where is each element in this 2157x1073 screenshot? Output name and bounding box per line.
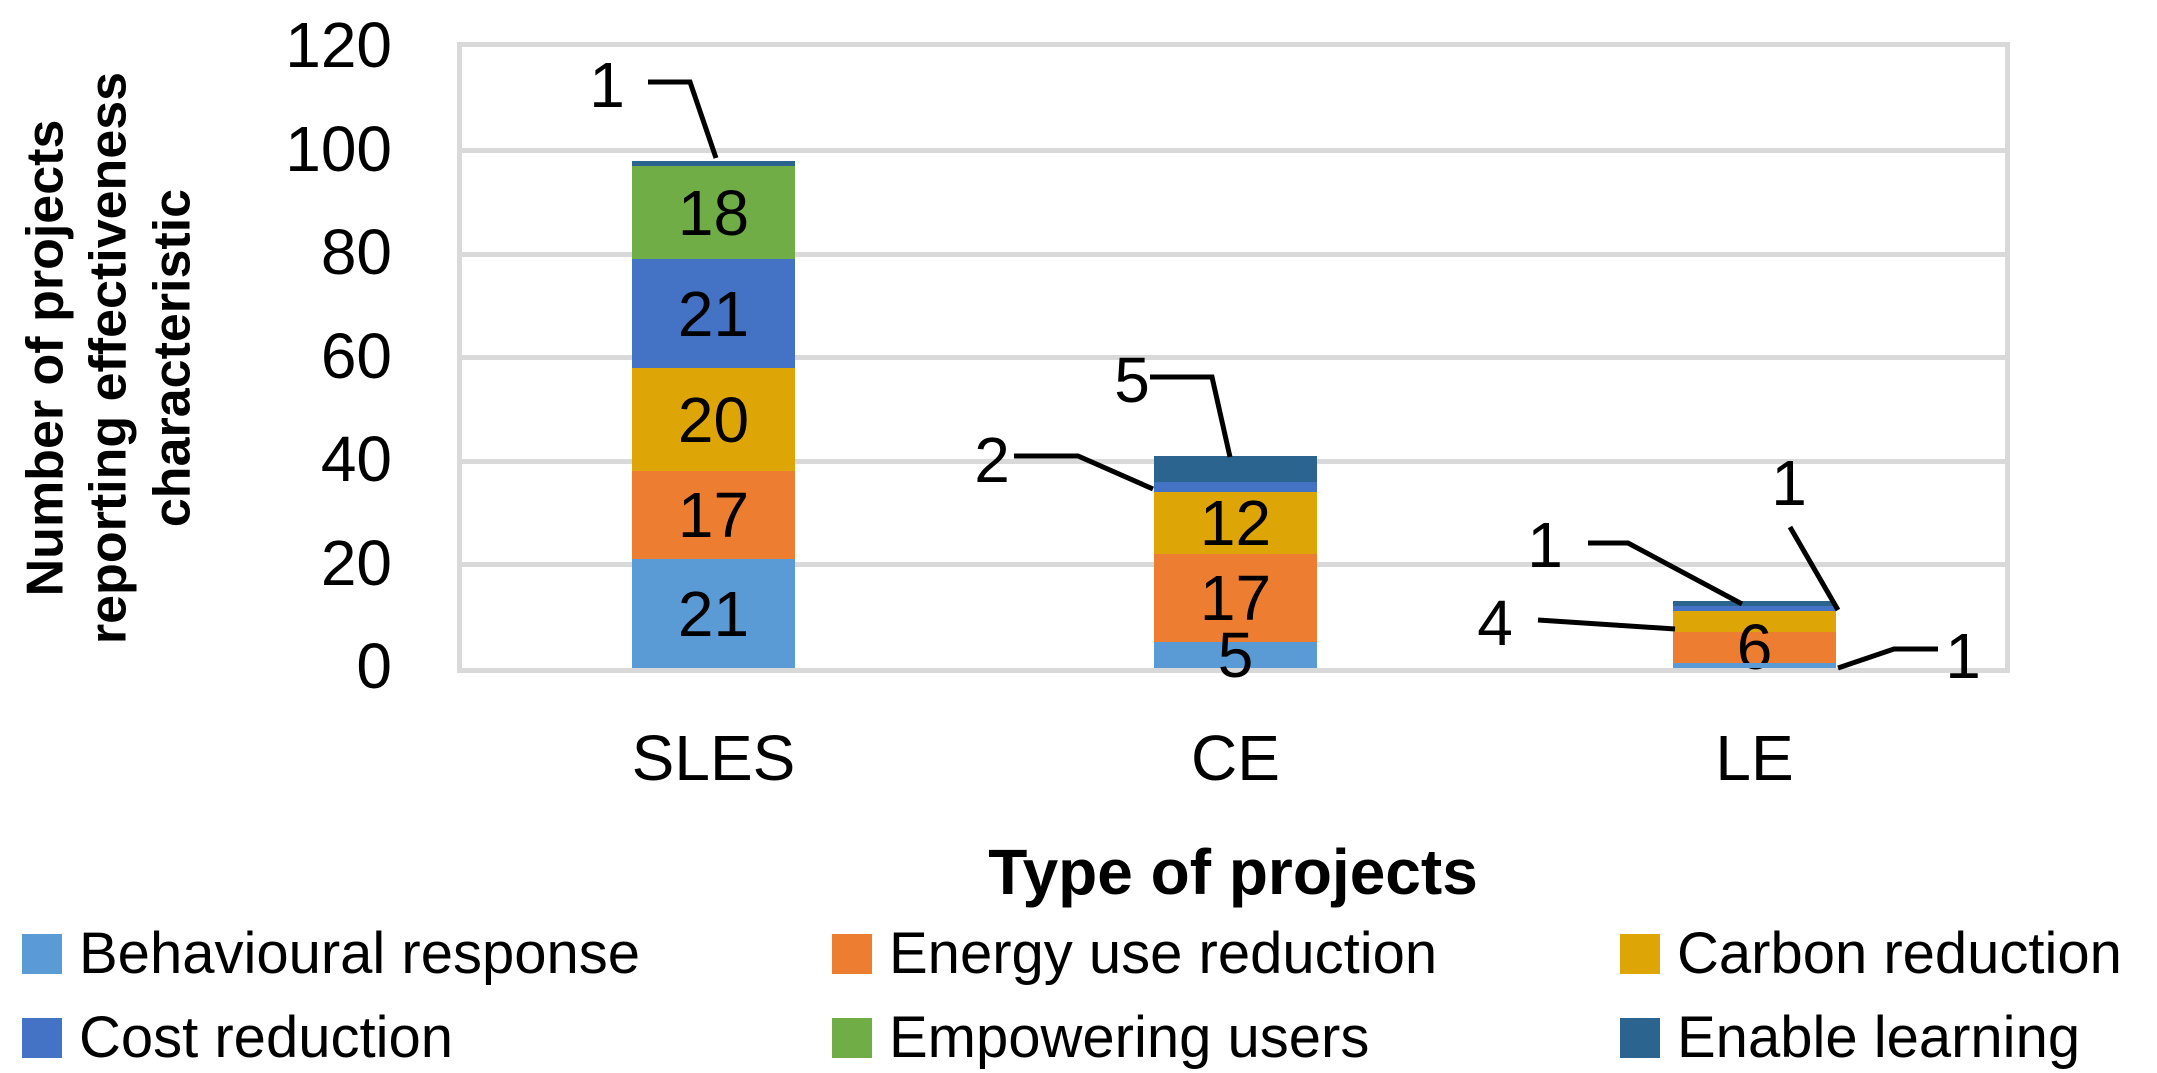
bar-segment: 6 (1673, 615, 1836, 679)
bar-segment (1673, 662, 1836, 668)
legend-label: Enable learning (1677, 1005, 2081, 1070)
gridline (462, 251, 2005, 257)
bar-segment: 21 (632, 259, 795, 368)
bar-segment (1673, 605, 1836, 612)
callout-data-label: 2 (974, 424, 1010, 496)
bar-segment (1673, 600, 1836, 606)
bar-segment: 21 (632, 559, 795, 668)
data-label: 12 (1199, 487, 1272, 560)
callout-data-label: 1 (1527, 509, 1563, 581)
bar-ce: 12 17 5 (1154, 455, 1317, 687)
bar-segment (1154, 455, 1317, 482)
callout-data-label: 5 (1114, 344, 1150, 416)
bar-segment (1154, 481, 1317, 493)
bar-segment (632, 160, 795, 167)
legend: Behavioural response Energy use reduction… (0, 905, 2157, 1073)
legend-swatch (1620, 934, 1660, 974)
bar-le: 6 (1673, 600, 1836, 679)
data-label: 5 (1217, 619, 1254, 692)
data-label: 18 (677, 176, 750, 249)
callout-data-label: 1 (1945, 620, 1981, 692)
y-tick-label: 80 (320, 216, 392, 288)
data-label: 17 (677, 479, 750, 552)
bar-segment: 5 (1154, 623, 1317, 687)
x-tick-label: CE (1191, 722, 1280, 794)
data-label: 21 (677, 277, 750, 350)
legend-swatch (22, 1018, 62, 1058)
legend-item: Empowering users (832, 1009, 1369, 1067)
bar-segment: 17 (632, 471, 795, 560)
data-label: 21 (677, 577, 750, 650)
y-tick-label: 120 (285, 9, 392, 81)
data-label: 17 (1199, 562, 1272, 635)
y-tick-label: 100 (285, 112, 392, 185)
legend-label: Behavioural response (79, 921, 641, 986)
data-label: 6 (1736, 611, 1773, 684)
callout-data-label: 1 (1771, 447, 1807, 519)
legend-swatch (1620, 1018, 1660, 1058)
bar-segment: 12 (1154, 487, 1317, 560)
legend-item: Energy use reduction (832, 925, 1437, 983)
legend-item: Cost reduction (22, 1009, 453, 1067)
plot-area: 18 21 20 17 21 12 17 5 6 (457, 42, 2010, 687)
bar-segment: 17 (1154, 554, 1317, 643)
x-tick-label: LE (1715, 722, 1794, 794)
callout-data-label: 4 (1477, 587, 1513, 659)
legend-label: Carbon reduction (1677, 921, 2122, 986)
legend-swatch (22, 934, 62, 974)
bar-segment: 18 (632, 166, 795, 260)
x-tick-label: SLES (631, 722, 796, 794)
legend-label: Empowering users (889, 1005, 1370, 1070)
x-axis-title: Type of projects (988, 836, 1478, 908)
y-tick-label: 60 (320, 319, 392, 392)
legend-item: Carbon reduction (1620, 925, 2122, 983)
legend-item: Enable learning (1620, 1009, 2080, 1067)
bar-segment (1673, 611, 1836, 632)
callout-data-label: 1 (589, 49, 625, 121)
bar-sles: 18 21 20 17 21 (632, 160, 795, 668)
bar-segment: 20 (632, 367, 795, 472)
data-label: 20 (677, 383, 750, 456)
gridline (462, 355, 2005, 360)
gridline (462, 148, 2005, 153)
y-tick-label: 40 (320, 423, 392, 495)
legend-label: Energy use reduction (889, 921, 1438, 986)
legend-swatch (832, 1018, 872, 1058)
legend-label: Cost reduction (79, 1005, 453, 1070)
y-tick-label: 20 (320, 526, 392, 599)
legend-swatch (832, 934, 872, 974)
legend-item: Behavioural response (22, 925, 640, 983)
y-tick-label: 0 (356, 630, 392, 702)
